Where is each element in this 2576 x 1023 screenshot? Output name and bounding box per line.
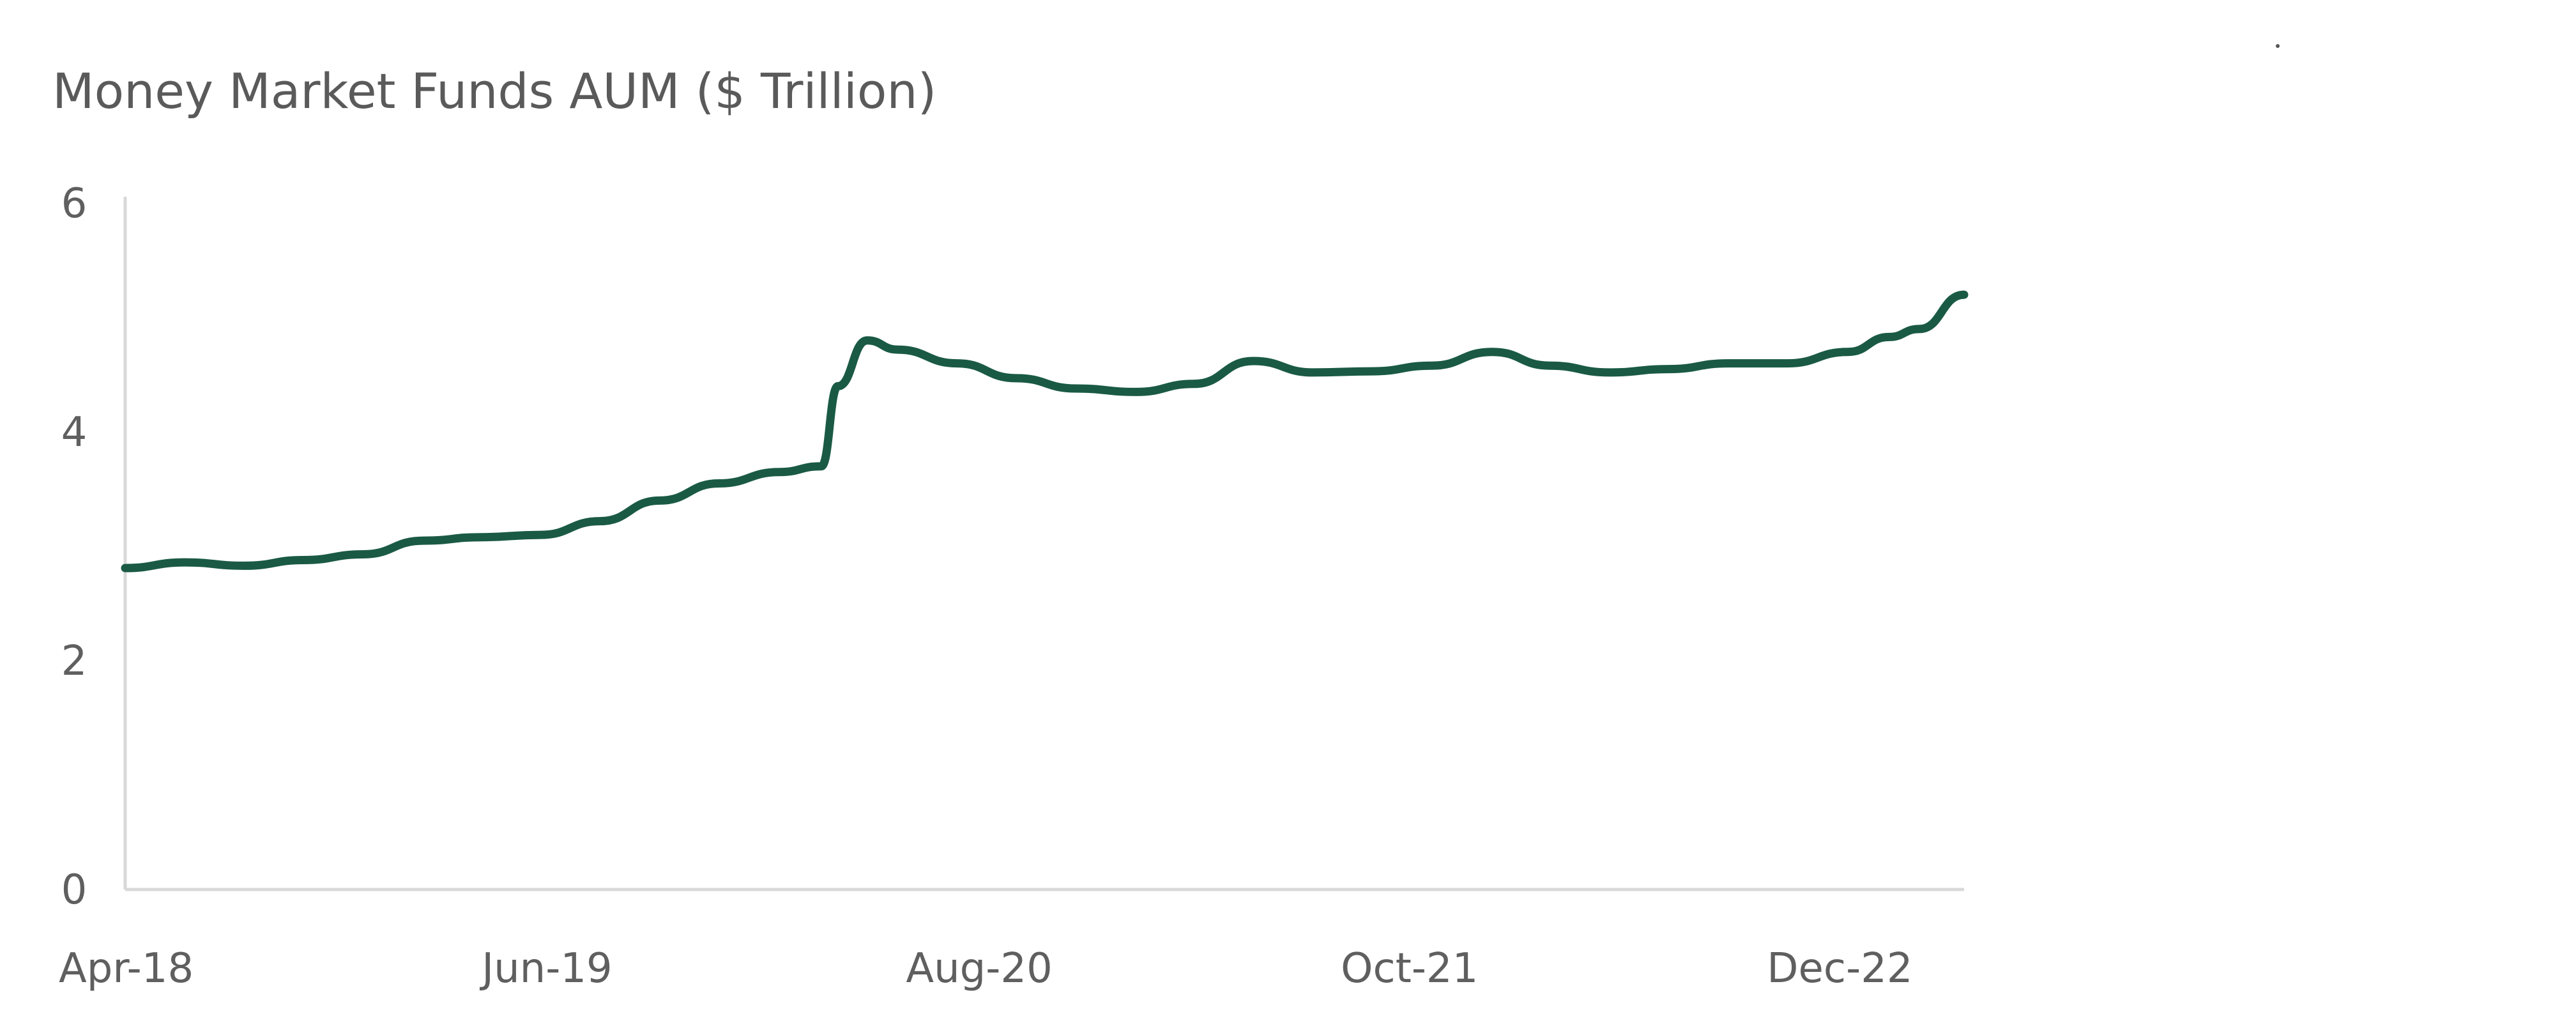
- x-tick-label: Aug-20: [906, 945, 1053, 992]
- y-tick-label: 0: [61, 866, 88, 914]
- x-tick-label: Jun-19: [479, 945, 613, 992]
- x-tick-label: Oct-21: [1341, 945, 1478, 992]
- x-tick-label: Dec-22: [1767, 945, 1912, 992]
- chart-title: Money Market Funds AUM ($ Trillion): [52, 63, 937, 119]
- y-tick-label: 6: [61, 180, 88, 227]
- y-tick-label: 4: [61, 409, 88, 456]
- x-axis: Apr-18 Jun-19 Aug-20 Oct-21 Dec-22: [59, 888, 1964, 992]
- series-line: [121, 290, 1969, 573]
- y-tick-label: 2: [61, 638, 88, 685]
- y-axis: 0 2 4 6: [61, 180, 127, 914]
- stray-dot: [2276, 44, 2280, 48]
- series-lines: [121, 290, 1969, 573]
- x-tick-label: Apr-18: [59, 945, 194, 992]
